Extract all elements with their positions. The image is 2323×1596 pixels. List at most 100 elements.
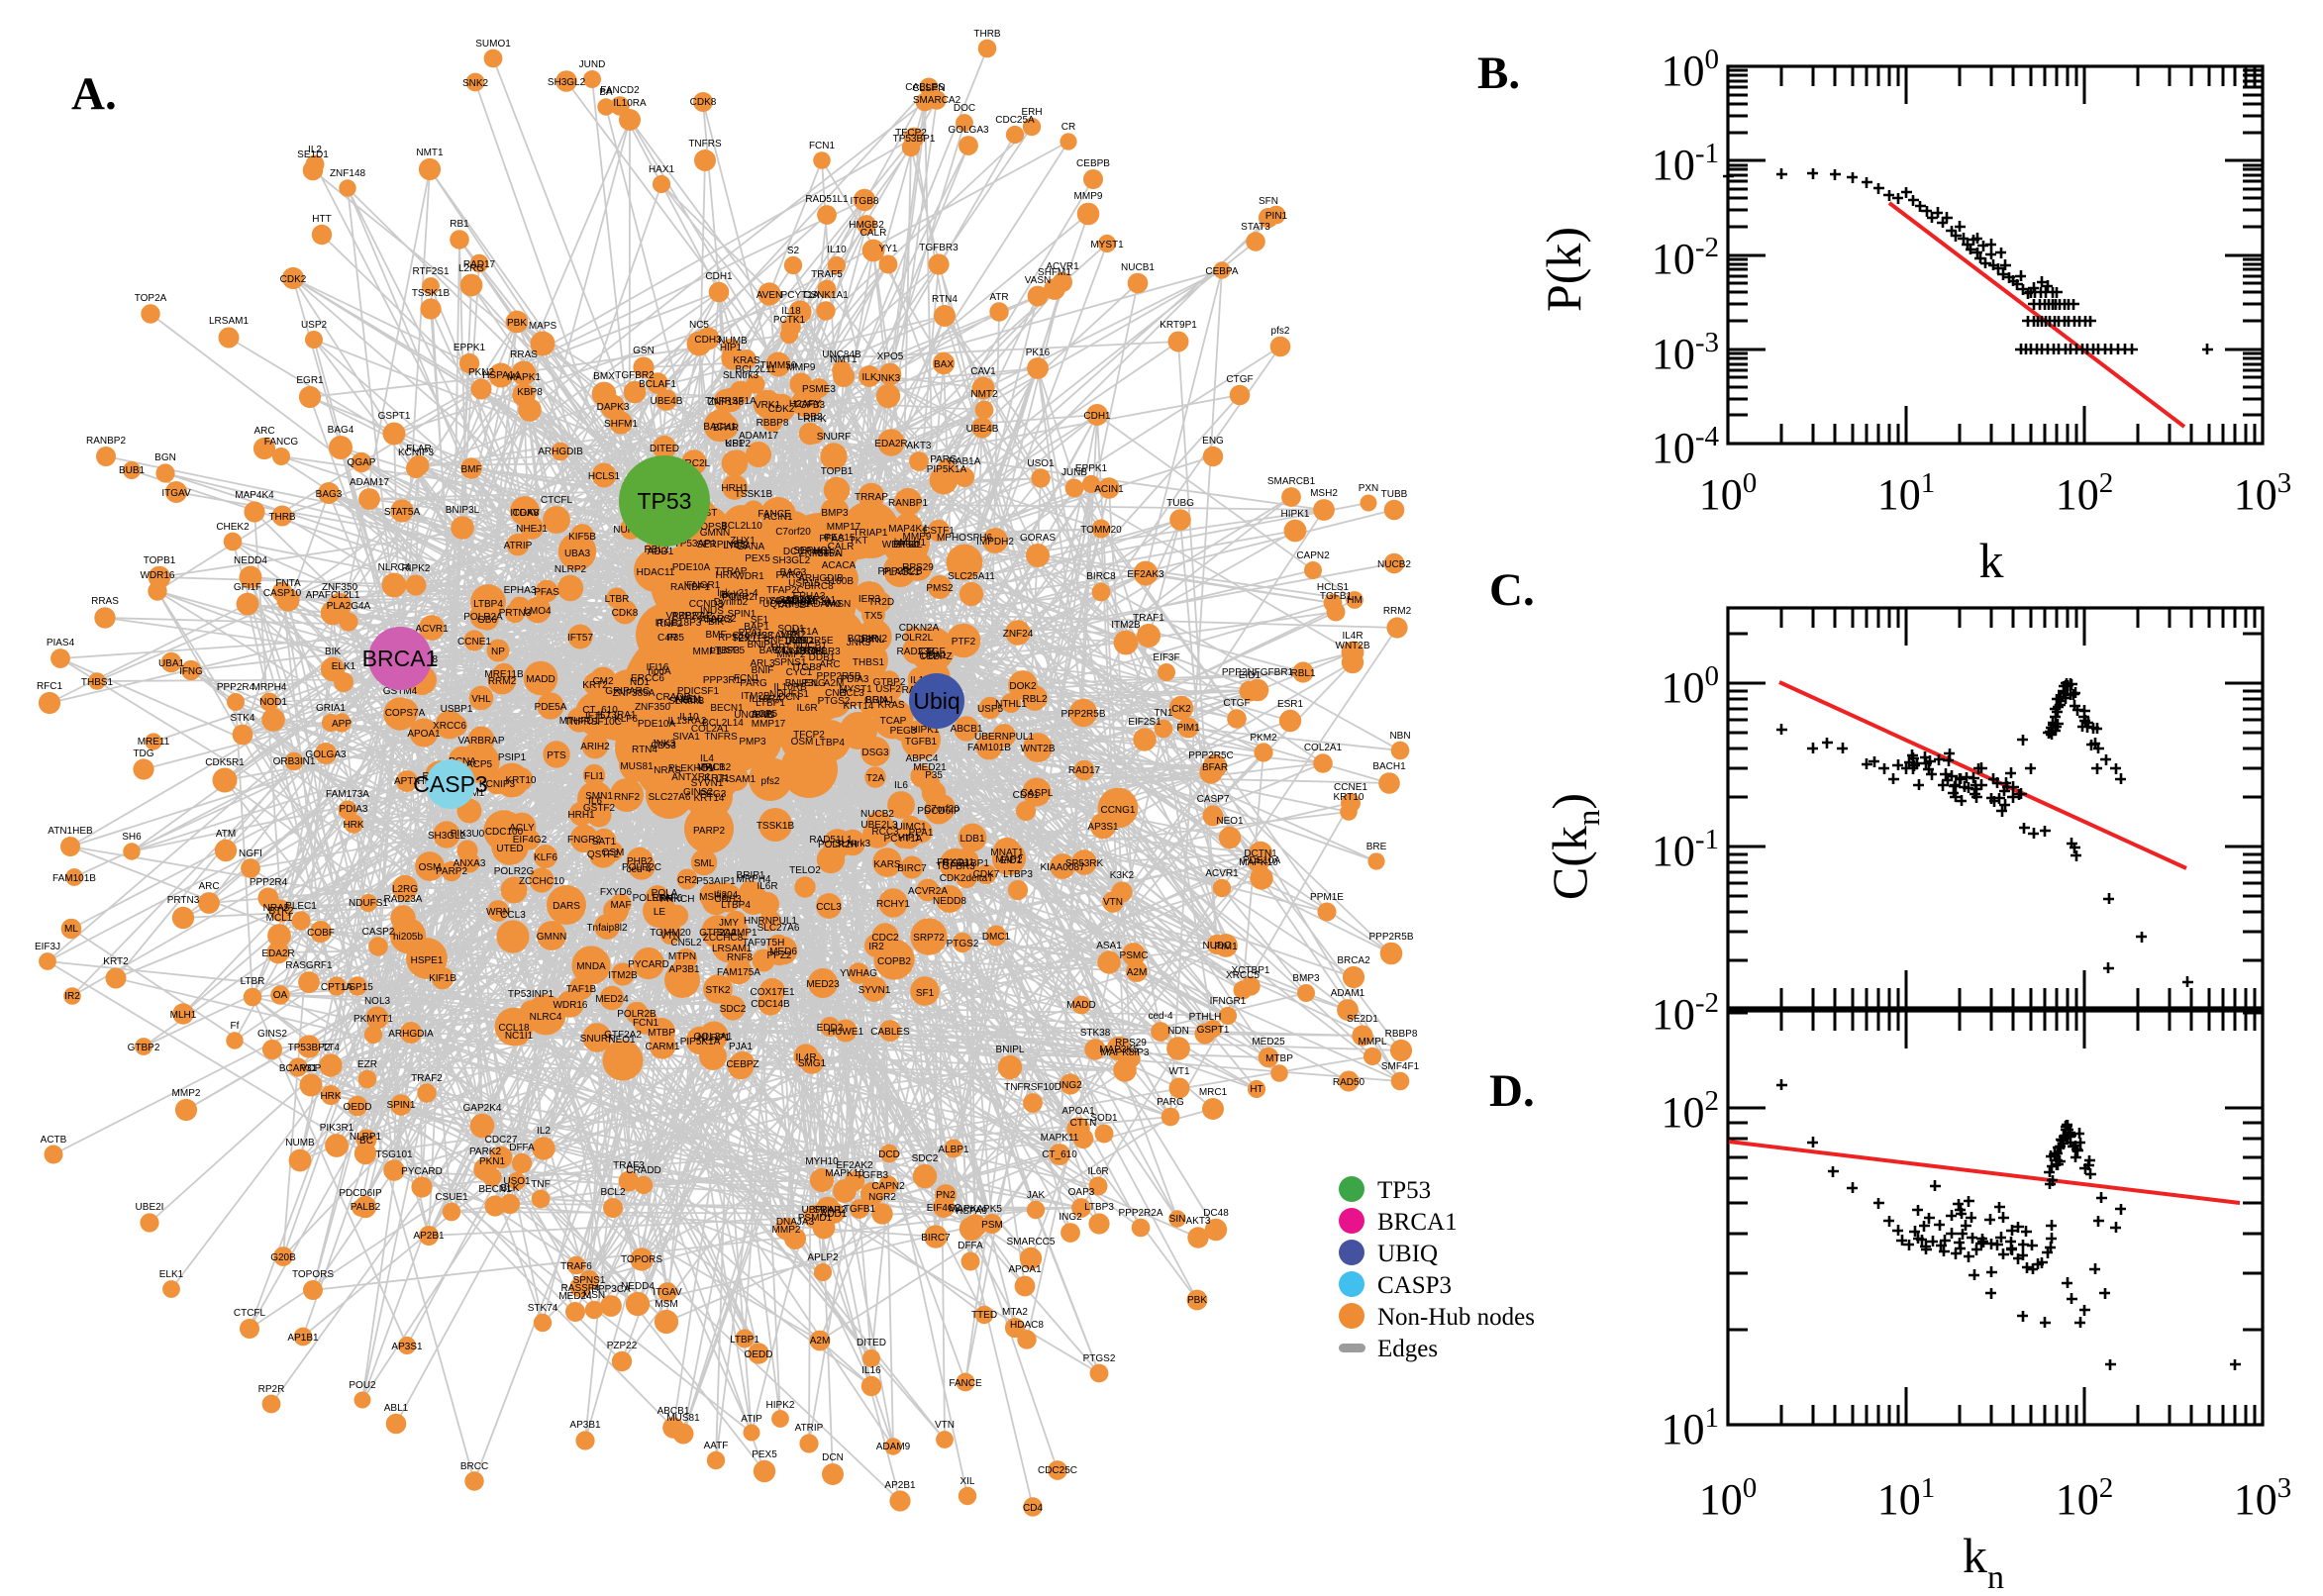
svg-text:CDC25C: CDC25C [1038, 1465, 1077, 1476]
svg-text:PMP3: PMP3 [739, 737, 766, 748]
svg-text:ABCB1: ABCB1 [951, 724, 983, 735]
svg-text:COL2A1: COL2A1 [691, 724, 730, 735]
svg-text:IR2: IR2 [64, 991, 80, 1002]
svg-text:PIP5K1A: PIP5K1A [927, 464, 967, 475]
svg-text:C7orf20: C7orf20 [775, 527, 811, 538]
svg-text:A2M: A2M [824, 678, 845, 689]
svg-text:OSM: OSM [791, 737, 814, 748]
svg-text:TRRAP: TRRAP [855, 492, 888, 503]
svg-text:PYCARD: PYCARD [401, 1166, 443, 1177]
svg-text:MAPS: MAPS [529, 321, 557, 332]
svg-text:TOPORS: TOPORS [292, 1269, 334, 1280]
svg-text:IR2: IR2 [868, 942, 884, 952]
svg-text:BRE: BRE [1366, 842, 1387, 852]
svg-text:PPZ2: PPZ2 [766, 950, 791, 961]
svg-text:CSTF1: CSTF1 [923, 526, 955, 537]
svg-text:TGFB1: TGFB1 [844, 1204, 876, 1215]
svg-text:K3K2: K3K2 [1110, 870, 1135, 881]
svg-text:KLF6: KLF6 [534, 852, 557, 863]
svg-text:MMP2: MMP2 [172, 1088, 201, 1099]
svg-text:RRM2: RRM2 [1383, 606, 1412, 617]
svg-text:HRK: HRK [320, 1091, 341, 1102]
svg-text:NDN: NDN [1167, 1026, 1189, 1037]
svg-text:SDC2: SDC2 [720, 1004, 747, 1015]
svg-text:PALB2: PALB2 [351, 1202, 381, 1213]
svg-text:TOP2A: TOP2A [135, 293, 167, 304]
svg-text:SHFM1: SHFM1 [604, 419, 638, 430]
svg-text:BUB1: BUB1 [119, 465, 146, 476]
svg-text:MED24: MED24 [558, 1291, 592, 1302]
svg-text:UTED: UTED [496, 844, 523, 854]
svg-text:PDE5A: PDE5A [535, 702, 567, 713]
svg-text:BAG3: BAG3 [316, 489, 343, 500]
svg-text:AATF: AATF [704, 1441, 729, 1451]
svg-text:NLRP1: NLRP1 [350, 1132, 382, 1143]
svg-text:PPP3CA: PPP3CA [591, 1284, 631, 1295]
svg-text:HCLS1: HCLS1 [1317, 582, 1350, 593]
svg-text:A2M: A2M [810, 1336, 831, 1347]
svg-text:PTGS2: PTGS2 [818, 696, 851, 707]
svg-text:SUMO1: SUMO1 [475, 39, 511, 50]
svg-text:SNURF: SNURF [580, 1034, 614, 1045]
svg-text:DEDD: DEDD [785, 636, 813, 647]
svg-text:ACP5: ACP5 [752, 709, 778, 720]
svg-text:FAM101B: FAM101B [52, 873, 96, 884]
svg-text:SDC2: SDC2 [912, 1153, 939, 1164]
svg-text:PIK3U0: PIK3U0 [451, 829, 485, 840]
svg-text:MED24: MED24 [595, 994, 629, 1005]
svg-text:OEDD: OEDD [344, 1102, 372, 1113]
svg-text:HDAC11: HDAC11 [637, 567, 675, 578]
svg-text:CCL3: CCL3 [816, 902, 842, 913]
svg-text:ARC: ARC [819, 659, 840, 670]
svg-text:k: k [1979, 533, 2004, 588]
svg-text:ASA1: ASA1 [1096, 941, 1122, 951]
svg-text:RAD51L1: RAD51L1 [805, 194, 849, 205]
svg-text:ITM2B: ITM2B [741, 691, 770, 702]
svg-text:AKT3: AKT3 [906, 441, 931, 451]
svg-text:LTBP1: LTBP1 [730, 1335, 759, 1346]
svg-text:HRH1: HRH1 [567, 810, 595, 821]
svg-text:PZP22: PZP22 [672, 611, 703, 622]
svg-text:SMARCC5: SMARCC5 [1007, 1237, 1056, 1247]
svg-text:WDR1: WDR1 [735, 571, 764, 582]
svg-text:WDR16: WDR16 [140, 570, 174, 581]
svg-text:SCAMP1: SCAMP1 [760, 631, 802, 642]
svg-text:MAP4K4: MAP4K4 [235, 490, 274, 501]
svg-text:EIF3J: EIF3J [893, 540, 919, 550]
svg-text:MAPK1: MAPK1 [507, 372, 541, 383]
svg-text:TNFRSF10C: TNFRSF10C [564, 717, 622, 728]
svg-text:TP53BP1: TP53BP1 [893, 134, 936, 145]
svg-text:TNFRSF10D: TNFRSF10D [1004, 1082, 1061, 1093]
svg-text:P53AIP1: P53AIP1 [696, 876, 736, 887]
svg-text:PK16: PK16 [1026, 348, 1051, 358]
svg-text:BAG3: BAG3 [780, 567, 807, 578]
svg-text:IFT57: IFT57 [585, 711, 612, 722]
svg-text:NMT1: NMT1 [830, 354, 858, 365]
svg-text:NLRC4: NLRC4 [530, 1012, 562, 1023]
svg-text:TGFBR3: TGFBR3 [801, 647, 841, 657]
svg-text:POLR2G: POLR2G [494, 866, 535, 877]
svg-text:TTRAP: TTRAP [715, 566, 748, 577]
svg-text:100: 100 [1699, 467, 1758, 519]
svg-text:HSPA9: HSPA9 [956, 1206, 987, 1217]
svg-text:BCLAF1: BCLAF1 [639, 379, 676, 390]
svg-text:ABL1: ABL1 [384, 1403, 409, 1414]
svg-text:TGFBR2: TGFBR2 [615, 370, 655, 381]
svg-text:USP15: USP15 [342, 982, 373, 993]
svg-text:ATRIP: ATRIP [504, 541, 533, 551]
svg-text:101: 101 [1877, 1472, 1936, 1524]
svg-text:TNF: TNF [531, 1179, 550, 1190]
svg-text:NEO1: NEO1 [608, 1035, 636, 1046]
svg-text:Non-Hub nodes: Non-Hub nodes [1377, 1304, 1535, 1331]
svg-text:GSPT1: GSPT1 [1197, 1025, 1230, 1036]
svg-text:APTX: APTX [394, 776, 420, 787]
svg-text:MMP2: MMP2 [777, 649, 806, 660]
svg-text:ZNF385A: ZNF385A [799, 549, 842, 559]
svg-text:RTN4: RTN4 [932, 294, 958, 305]
svg-text:CCL3: CCL3 [500, 910, 526, 921]
svg-text:NEO1: NEO1 [675, 695, 703, 706]
svg-text:ABCB1: ABCB1 [657, 1406, 690, 1417]
svg-text:ANXA3: ANXA3 [700, 615, 733, 626]
svg-text:VHL: VHL [471, 694, 491, 705]
svg-text:RBBP8: RBBP8 [1385, 1029, 1418, 1040]
